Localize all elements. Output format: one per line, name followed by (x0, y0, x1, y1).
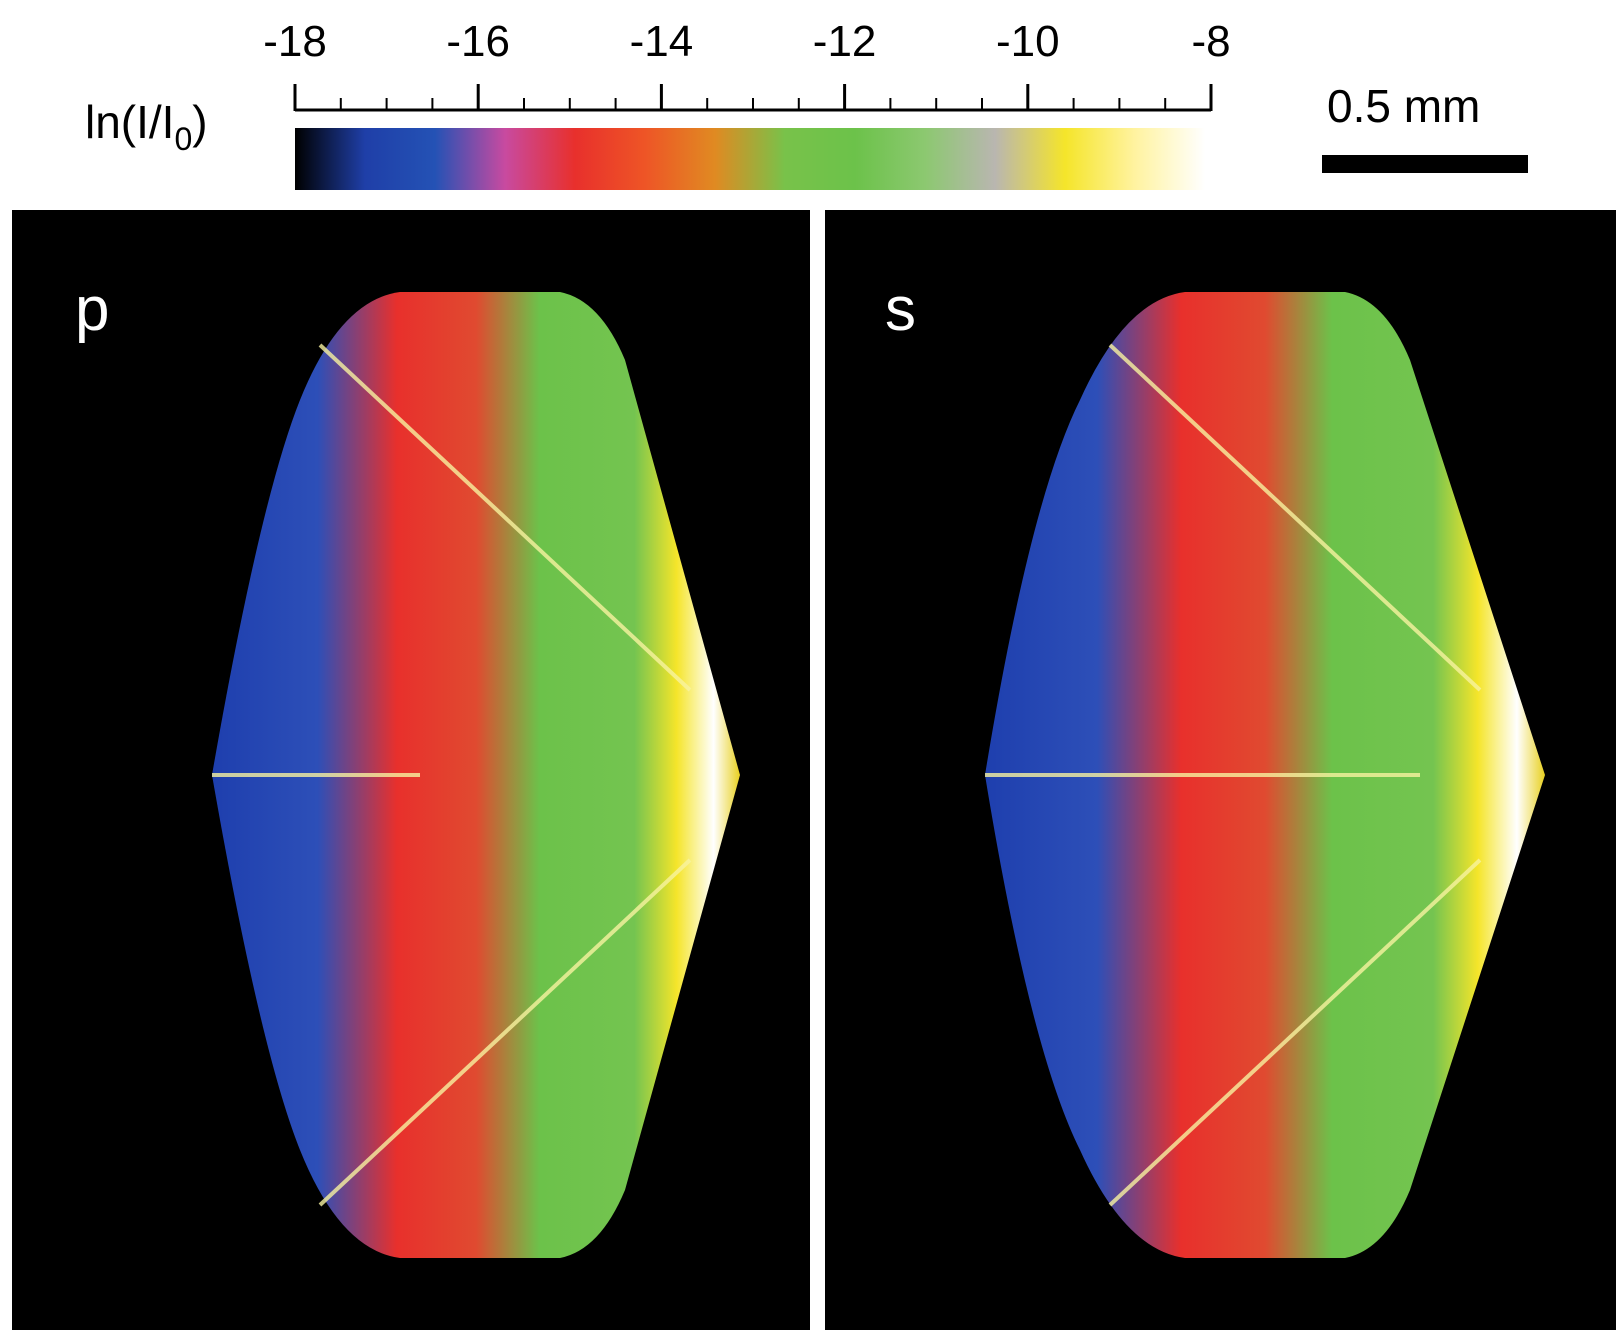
panel-label: p (75, 275, 109, 344)
figure: ln(I/I0) -18 -16 -14 -12 -10 -8 0.5 mm p s (0, 0, 1616, 1330)
colorbar-label: ln(I/I0) (85, 96, 208, 157)
colorbar (295, 128, 1205, 190)
tick-label: -16 (446, 17, 510, 66)
tick-label: -10 (996, 17, 1060, 66)
tick-label: -14 (630, 17, 694, 66)
tick-label: -12 (813, 17, 877, 66)
tick-label: -8 (1191, 17, 1230, 66)
tick-label: -18 (263, 17, 327, 66)
panel: s (825, 210, 1616, 1330)
label-part: ) (192, 96, 207, 148)
label-subscript: 0 (174, 121, 192, 157)
colorbar-ticks: -18 -16 -14 -12 -10 -8 (263, 17, 1230, 111)
page: ln(I/I0) -18-16-14-12-10-8 0.5 mm p s ((… (0, 0, 1616, 1335)
panel: p (12, 210, 810, 1330)
panel-label: s (885, 275, 916, 344)
scale-bar-label: 0.5 mm (1327, 80, 1480, 132)
scale-bar (1322, 155, 1528, 173)
label-part: ln(I/I (85, 96, 174, 148)
